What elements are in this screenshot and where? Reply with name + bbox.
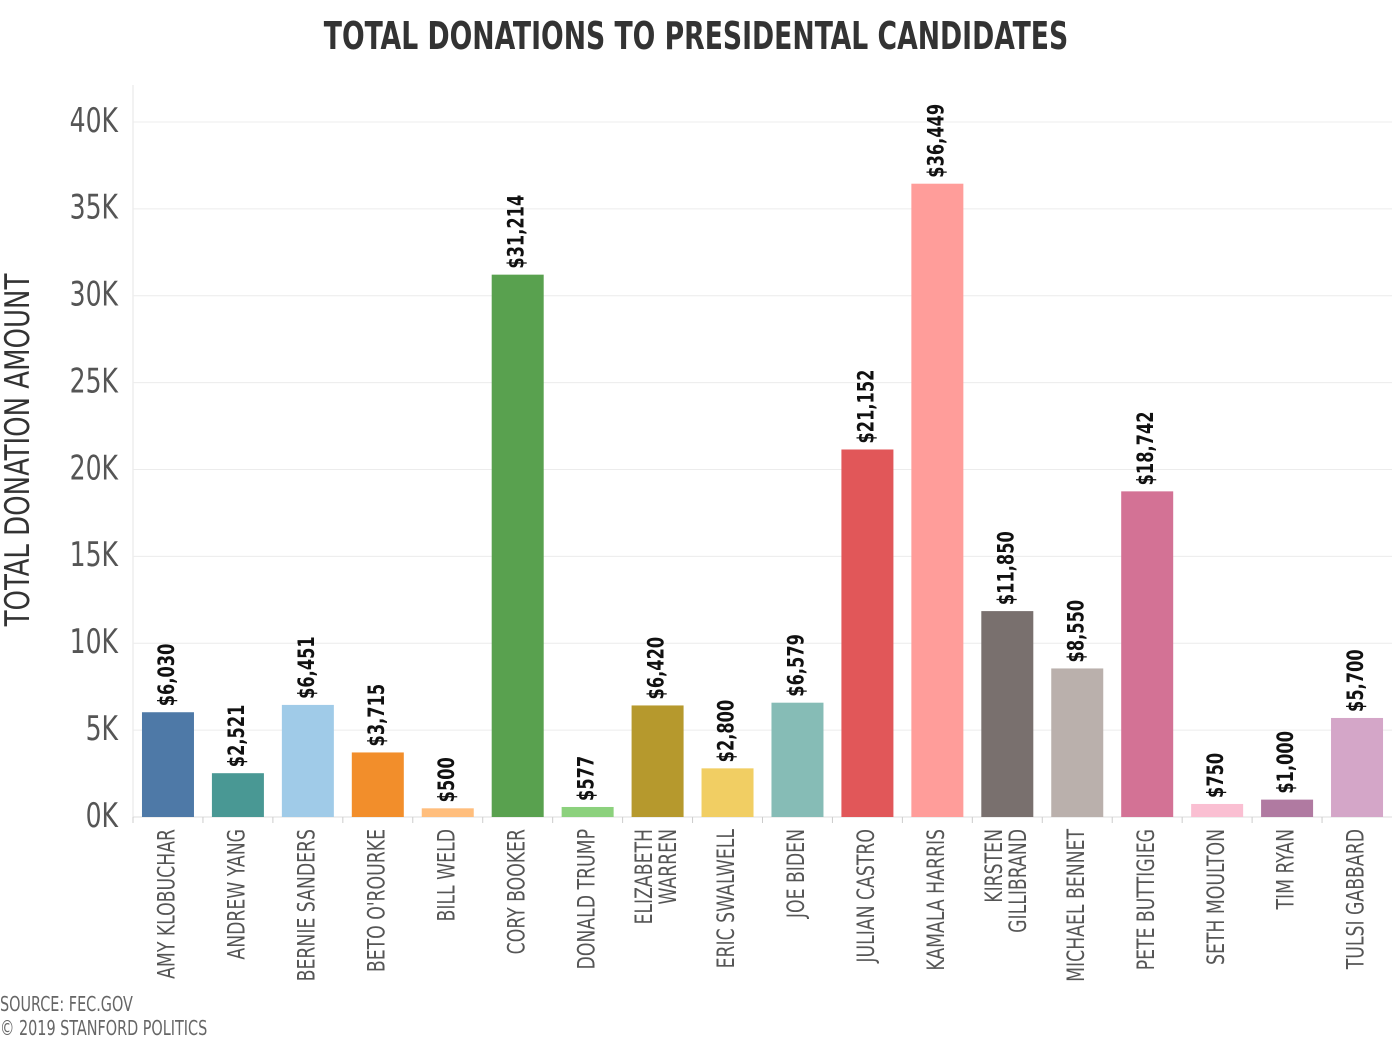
x-tick-label: BILL WELD [433, 829, 461, 922]
x-tick-label: SETH MOULTON [1203, 829, 1231, 965]
y-tick-label: 0K [86, 796, 119, 835]
data-label: $21,152 [853, 370, 879, 444]
bar [561, 806, 614, 817]
data-label: $18,742 [1132, 411, 1158, 485]
x-tick-label: ELIZABETH [631, 829, 659, 925]
x-tick-label: JULIAN CASTRO [853, 829, 881, 963]
x-tick-label: TULSI GABBARD [1343, 829, 1371, 970]
y-tick-label: 30K [70, 275, 119, 314]
x-tick-label: AMY KLOBUCHAR [154, 829, 182, 979]
bar [211, 773, 264, 817]
x-tick-label: DONALD TRUMP [573, 829, 601, 970]
data-label: $577 [573, 756, 599, 801]
data-label: $8,550 [1062, 600, 1088, 663]
x-tick-label: GILLIBRAND [1005, 829, 1033, 933]
x-tick-label: TIM RYAN [1273, 829, 1301, 910]
y-tick-label: 40K [70, 101, 119, 140]
bar [491, 274, 544, 817]
bar [1121, 491, 1174, 817]
bar [701, 768, 754, 817]
x-tick-label: KAMALA HARRIS [923, 829, 951, 971]
bar [841, 449, 894, 817]
bar [421, 808, 474, 817]
x-tick-label: PETE BUTTIGIEG [1133, 829, 1161, 970]
bar [1191, 803, 1244, 817]
data-label: $11,850 [993, 531, 1019, 605]
source-note: SOURCE: FEC.GOV [0, 992, 133, 1016]
x-tick-label: BETO O'ROURKE [363, 829, 391, 972]
bar [631, 705, 684, 817]
data-label: $31,214 [503, 195, 529, 269]
chart-title: TOTAL DONATIONS TO PRESIDENTAL CANDIDATE… [323, 14, 1069, 58]
y-tick-label: 15K [70, 536, 119, 575]
data-label: $2,800 [713, 700, 739, 763]
x-tick-label: BERNIE SANDERS [294, 829, 322, 981]
data-label: $6,451 [293, 636, 319, 699]
x-tick-label: ANDREW YANG [224, 829, 252, 960]
data-label: $6,030 [153, 644, 179, 707]
bar [281, 704, 334, 817]
data-label: $1,000 [1272, 731, 1298, 794]
data-label: $6,579 [783, 634, 809, 697]
data-label: $2,521 [223, 705, 249, 768]
data-label: $500 [433, 757, 459, 802]
x-tick-label: CORY BOOKER [503, 829, 531, 955]
x-tick-label: WARREN [655, 829, 683, 905]
bar [1051, 668, 1104, 817]
bar [911, 183, 964, 818]
data-label: $6,420 [643, 637, 669, 700]
data-label: $36,449 [923, 104, 949, 178]
copyright-note: © 2019 STANFORD POLITICS [0, 1016, 208, 1040]
x-tick-label: ERIC SWALWELL [713, 829, 741, 968]
bar [771, 702, 824, 817]
y-tick-label: 20K [70, 449, 119, 488]
x-tick-label: JOE BIDEN [783, 829, 811, 919]
y-tick-label: 25K [70, 362, 119, 401]
y-tick-label: 10K [70, 622, 119, 661]
y-tick-label: 5K [86, 709, 119, 748]
data-label: $3,715 [363, 684, 389, 747]
x-tick-label: MICHAEL BENNET [1063, 829, 1091, 982]
bar [351, 752, 404, 817]
x-tick-label: KIRSTEN [981, 829, 1009, 903]
y-tick-label: 35K [70, 188, 119, 227]
bar [1331, 717, 1384, 817]
bar [1261, 799, 1314, 817]
data-label: $750 [1202, 753, 1228, 798]
data-label: $5,700 [1342, 649, 1368, 712]
bar [981, 611, 1034, 817]
bar [141, 712, 194, 817]
